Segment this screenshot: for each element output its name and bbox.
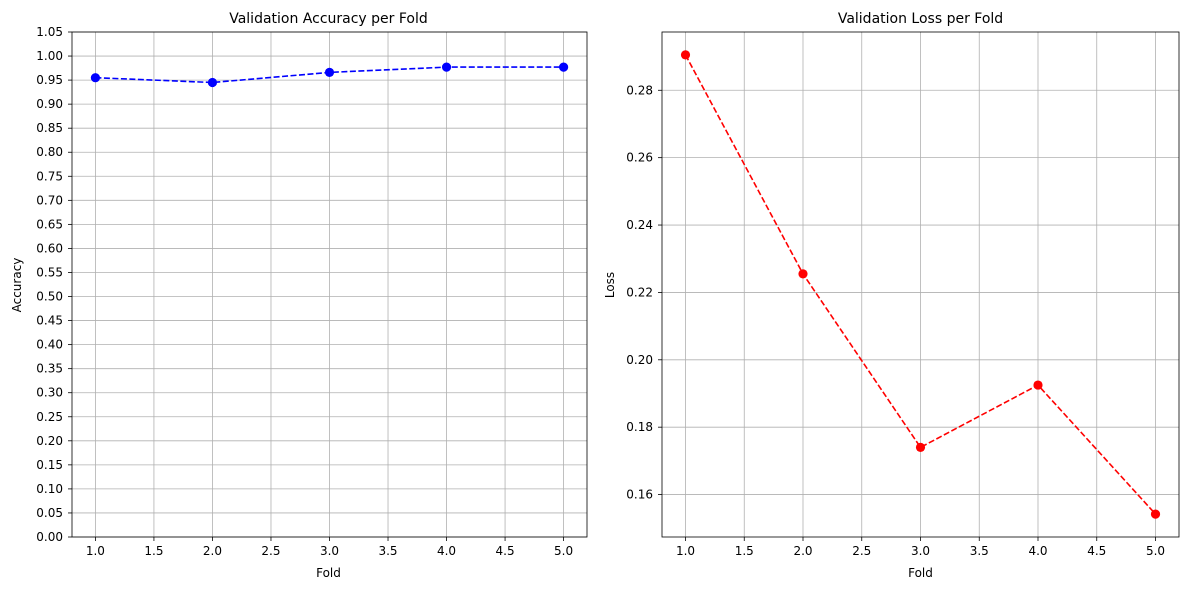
x-tick-label: 1.5 (144, 544, 163, 558)
y-tick-label: 0.16 (626, 488, 653, 502)
axis-ticks: 1.0 1.5 2.0 2.5 3.0 3.5 4.0 4.5 5.0 0.16 0.18 0.20 0… (626, 83, 1165, 558)
data-point (1150, 509, 1161, 519)
x-tick-label: 2.5 (852, 544, 871, 558)
y-tick-label: 0.05 (36, 506, 63, 520)
data-point (1033, 380, 1043, 390)
y-tick-label: 0.18 (626, 420, 653, 434)
x-tick-label: 4.0 (437, 544, 456, 558)
series-line (684, 54, 1157, 515)
y-tick-label: 0.50 (36, 290, 63, 304)
y-tick-label: 0.20 (626, 353, 653, 367)
y-tick-label: 0.45 (36, 314, 63, 328)
y-tick-label: 1.00 (36, 49, 63, 63)
x-tick-label: 3.5 (970, 544, 989, 558)
y-tick-label: 1.05 (36, 25, 63, 39)
plot-frame (71, 31, 588, 538)
accuracy-chart: Validation Accuracy per Fold Fold Accura… (10, 11, 588, 580)
data-point (441, 62, 452, 72)
y-tick-label: 0.22 (626, 285, 653, 299)
x-axis-label: Fold (316, 566, 341, 580)
y-tick-label: 0.85 (36, 121, 63, 135)
data-point (798, 269, 808, 279)
data-point (558, 62, 569, 72)
x-tick-label: 4.0 (1028, 544, 1047, 558)
axis-ticks: 1.0 1.5 2.0 2.5 3.0 3.5 4.0 4.5 5.0 0.00 0.05 0.10 0… (36, 25, 573, 558)
x-tick-label: 4.5 (496, 544, 515, 558)
x-tick-label: 2.0 (793, 544, 812, 558)
series (90, 62, 569, 88)
x-tick-label: 1.5 (735, 544, 754, 558)
x-tick-label: 3.5 (378, 544, 397, 558)
y-tick-label: 0.80 (36, 145, 63, 159)
x-tick-label: 3.0 (320, 544, 339, 558)
y-tick-label: 0.70 (36, 193, 63, 207)
plot-frame (661, 31, 1180, 538)
y-axis-label: Loss (603, 272, 617, 298)
chart-title: Validation Loss per Fold (838, 11, 1003, 27)
y-tick-label: 0.26 (626, 151, 653, 165)
y-tick-label: 0.90 (36, 97, 63, 111)
grid-lines (72, 31, 587, 538)
data-point (680, 50, 691, 60)
chart-title: Validation Accuracy per Fold (229, 11, 428, 27)
x-axis-label: Fold (908, 566, 933, 580)
y-tick-label: 0.10 (36, 482, 63, 496)
loss-chart: Validation Loss per Fold Fold Loss 1.0 1.… (603, 11, 1180, 580)
x-tick-label: 1.0 (86, 544, 105, 558)
x-tick-label: 3.0 (911, 544, 930, 558)
y-tick-label: 0.30 (36, 386, 63, 400)
grid-lines (662, 32, 1179, 537)
y-axis-label: Accuracy (10, 258, 24, 313)
x-tick-label: 5.0 (1146, 544, 1165, 558)
data-point (90, 73, 101, 83)
x-tick-label: 1.0 (676, 544, 695, 558)
y-tick-label: 0.35 (36, 362, 63, 376)
y-tick-label: 0.60 (36, 241, 63, 255)
y-tick-label: 0.00 (36, 530, 63, 544)
y-tick-label: 0.15 (36, 458, 63, 472)
y-tick-label: 0.24 (626, 218, 653, 232)
y-tick-label: 0.20 (36, 434, 63, 448)
y-tick-label: 0.28 (626, 83, 653, 97)
x-tick-label: 2.0 (203, 544, 222, 558)
y-tick-label: 0.25 (36, 410, 63, 424)
series (680, 50, 1161, 519)
y-tick-label: 0.55 (36, 265, 63, 279)
y-tick-label: 0.65 (36, 217, 63, 231)
y-tick-label: 0.40 (36, 338, 63, 352)
data-point (915, 442, 926, 452)
x-tick-label: 5.0 (554, 544, 573, 558)
data-point (324, 67, 335, 77)
x-tick-label: 2.5 (261, 544, 280, 558)
y-tick-label: 0.95 (36, 73, 63, 87)
data-point (207, 77, 218, 88)
x-tick-label: 4.5 (1087, 544, 1106, 558)
y-tick-label: 0.75 (36, 169, 63, 183)
